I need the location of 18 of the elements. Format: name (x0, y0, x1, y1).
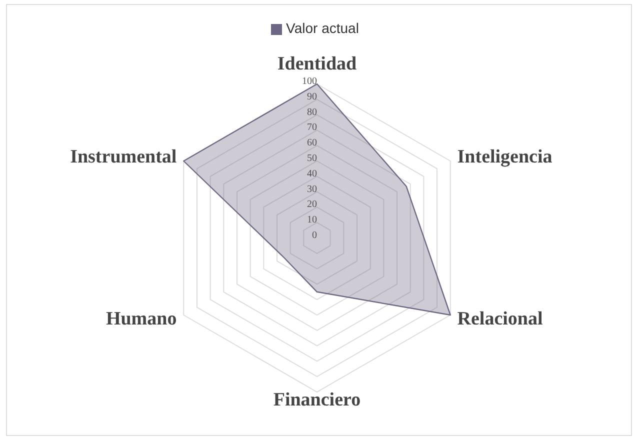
y-tick-label: 20 (307, 199, 317, 210)
y-tick-label: 70 (307, 122, 317, 134)
y-tick-label: 50 (307, 153, 317, 164)
spoke-label: Relacional (457, 308, 543, 330)
spoke-label: Inteligencia (457, 146, 553, 168)
y-tick-label: 90 (307, 91, 317, 102)
spoke-label: Humano (106, 308, 177, 330)
y-tick-label: 60 (307, 138, 317, 149)
y-tick-label: 0 (312, 230, 317, 241)
y-tick-label: 40 (307, 168, 317, 180)
spoke-label: Financiero (273, 390, 361, 410)
spoke-label: Instrumental (70, 146, 177, 168)
y-tick-label: 80 (307, 106, 317, 118)
y-tick-label: 100 (302, 76, 317, 87)
y-tick-label: 30 (307, 184, 317, 195)
legend-label: Valor actual (286, 20, 359, 36)
y-tick-label: 10 (307, 214, 317, 226)
spoke-label: Identidad (277, 54, 358, 74)
